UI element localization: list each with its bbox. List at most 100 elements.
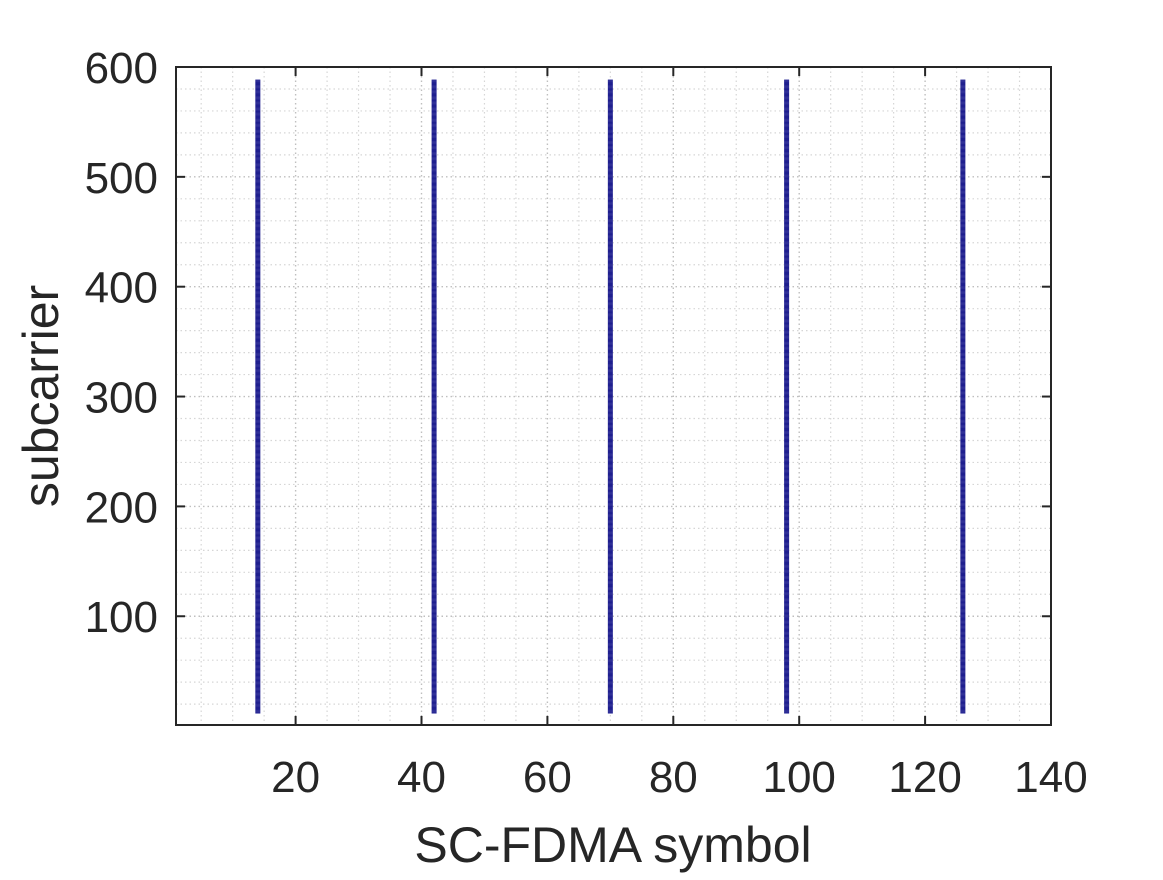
data-point xyxy=(784,247,790,249)
data-point xyxy=(255,174,261,176)
data-point xyxy=(784,148,790,150)
data-point xyxy=(784,605,790,607)
data-point xyxy=(255,643,261,645)
data-point xyxy=(784,378,790,380)
data-point xyxy=(431,179,437,181)
data-point xyxy=(960,537,966,539)
data-point xyxy=(431,421,437,423)
data-point xyxy=(607,467,613,469)
data-point xyxy=(607,487,613,489)
data-point xyxy=(607,690,613,692)
data-point xyxy=(255,695,261,698)
data-point xyxy=(255,493,261,495)
data-point xyxy=(255,623,261,625)
data-point xyxy=(607,319,613,321)
data-point xyxy=(960,543,966,545)
data-point xyxy=(960,286,966,288)
data-point xyxy=(607,631,613,633)
data-point xyxy=(784,350,790,353)
data-point xyxy=(607,682,613,684)
data-point xyxy=(255,679,261,681)
data-point xyxy=(607,663,613,666)
data-point xyxy=(960,338,966,341)
data-point xyxy=(255,110,261,112)
data-point xyxy=(431,147,437,149)
data-point xyxy=(960,289,966,291)
data-point xyxy=(255,509,261,511)
data-point xyxy=(960,108,966,110)
data-point xyxy=(255,333,261,335)
data-point xyxy=(960,590,966,592)
data-point xyxy=(431,80,437,82)
data-point xyxy=(784,210,790,212)
data-point xyxy=(960,571,966,573)
data-point xyxy=(255,661,261,663)
data-point xyxy=(431,325,437,327)
data-point xyxy=(784,691,790,693)
data-point xyxy=(255,497,261,499)
data-point xyxy=(607,337,613,339)
data-point xyxy=(431,191,437,193)
data-point xyxy=(255,505,261,507)
data-point xyxy=(255,172,261,175)
data-point xyxy=(255,656,261,658)
data-point xyxy=(431,127,437,130)
data-point xyxy=(431,579,437,581)
data-point xyxy=(607,577,613,579)
data-point xyxy=(431,253,437,255)
data-point xyxy=(607,177,613,179)
data-point xyxy=(960,413,966,415)
data-point xyxy=(255,611,261,613)
data-point xyxy=(960,172,966,175)
data-point xyxy=(431,645,437,647)
data-point xyxy=(255,635,261,637)
data-point xyxy=(960,522,966,524)
data-point xyxy=(431,471,437,473)
data-point xyxy=(784,285,790,287)
data-point xyxy=(607,432,613,434)
y-tick-label: 300 xyxy=(85,374,158,423)
data-point xyxy=(255,204,261,207)
data-point xyxy=(784,367,790,369)
data-point xyxy=(431,699,437,701)
data-point xyxy=(431,701,437,703)
data-point xyxy=(431,408,437,410)
data-point xyxy=(607,504,613,506)
data-point xyxy=(960,208,966,210)
data-point xyxy=(784,577,790,579)
data-point xyxy=(431,321,437,323)
data-point xyxy=(784,670,790,672)
data-point xyxy=(431,315,437,317)
data-point xyxy=(960,148,966,150)
data-point xyxy=(784,550,790,553)
data-point xyxy=(960,189,966,191)
data-point xyxy=(784,154,790,156)
data-point xyxy=(784,548,790,550)
data-point xyxy=(607,147,613,149)
data-point xyxy=(784,177,790,179)
data-point xyxy=(607,670,613,672)
data-point xyxy=(431,161,437,164)
data-point xyxy=(784,393,790,395)
data-point xyxy=(960,575,966,577)
data-point xyxy=(960,200,966,202)
data-point xyxy=(431,295,437,298)
data-point xyxy=(607,518,613,521)
data-point xyxy=(607,199,613,201)
data-point xyxy=(784,494,790,497)
data-point xyxy=(960,577,966,579)
data-point xyxy=(431,353,437,355)
data-point xyxy=(255,300,261,302)
data-point xyxy=(607,551,613,554)
data-point xyxy=(255,288,261,290)
data-point xyxy=(784,411,790,413)
data-point xyxy=(784,525,790,527)
data-point xyxy=(255,316,261,319)
data-point xyxy=(960,222,966,224)
data-point xyxy=(960,298,966,300)
data-point xyxy=(607,425,613,427)
data-point xyxy=(255,467,261,469)
data-point xyxy=(960,506,966,509)
data-point xyxy=(960,698,966,700)
data-point xyxy=(960,639,966,642)
